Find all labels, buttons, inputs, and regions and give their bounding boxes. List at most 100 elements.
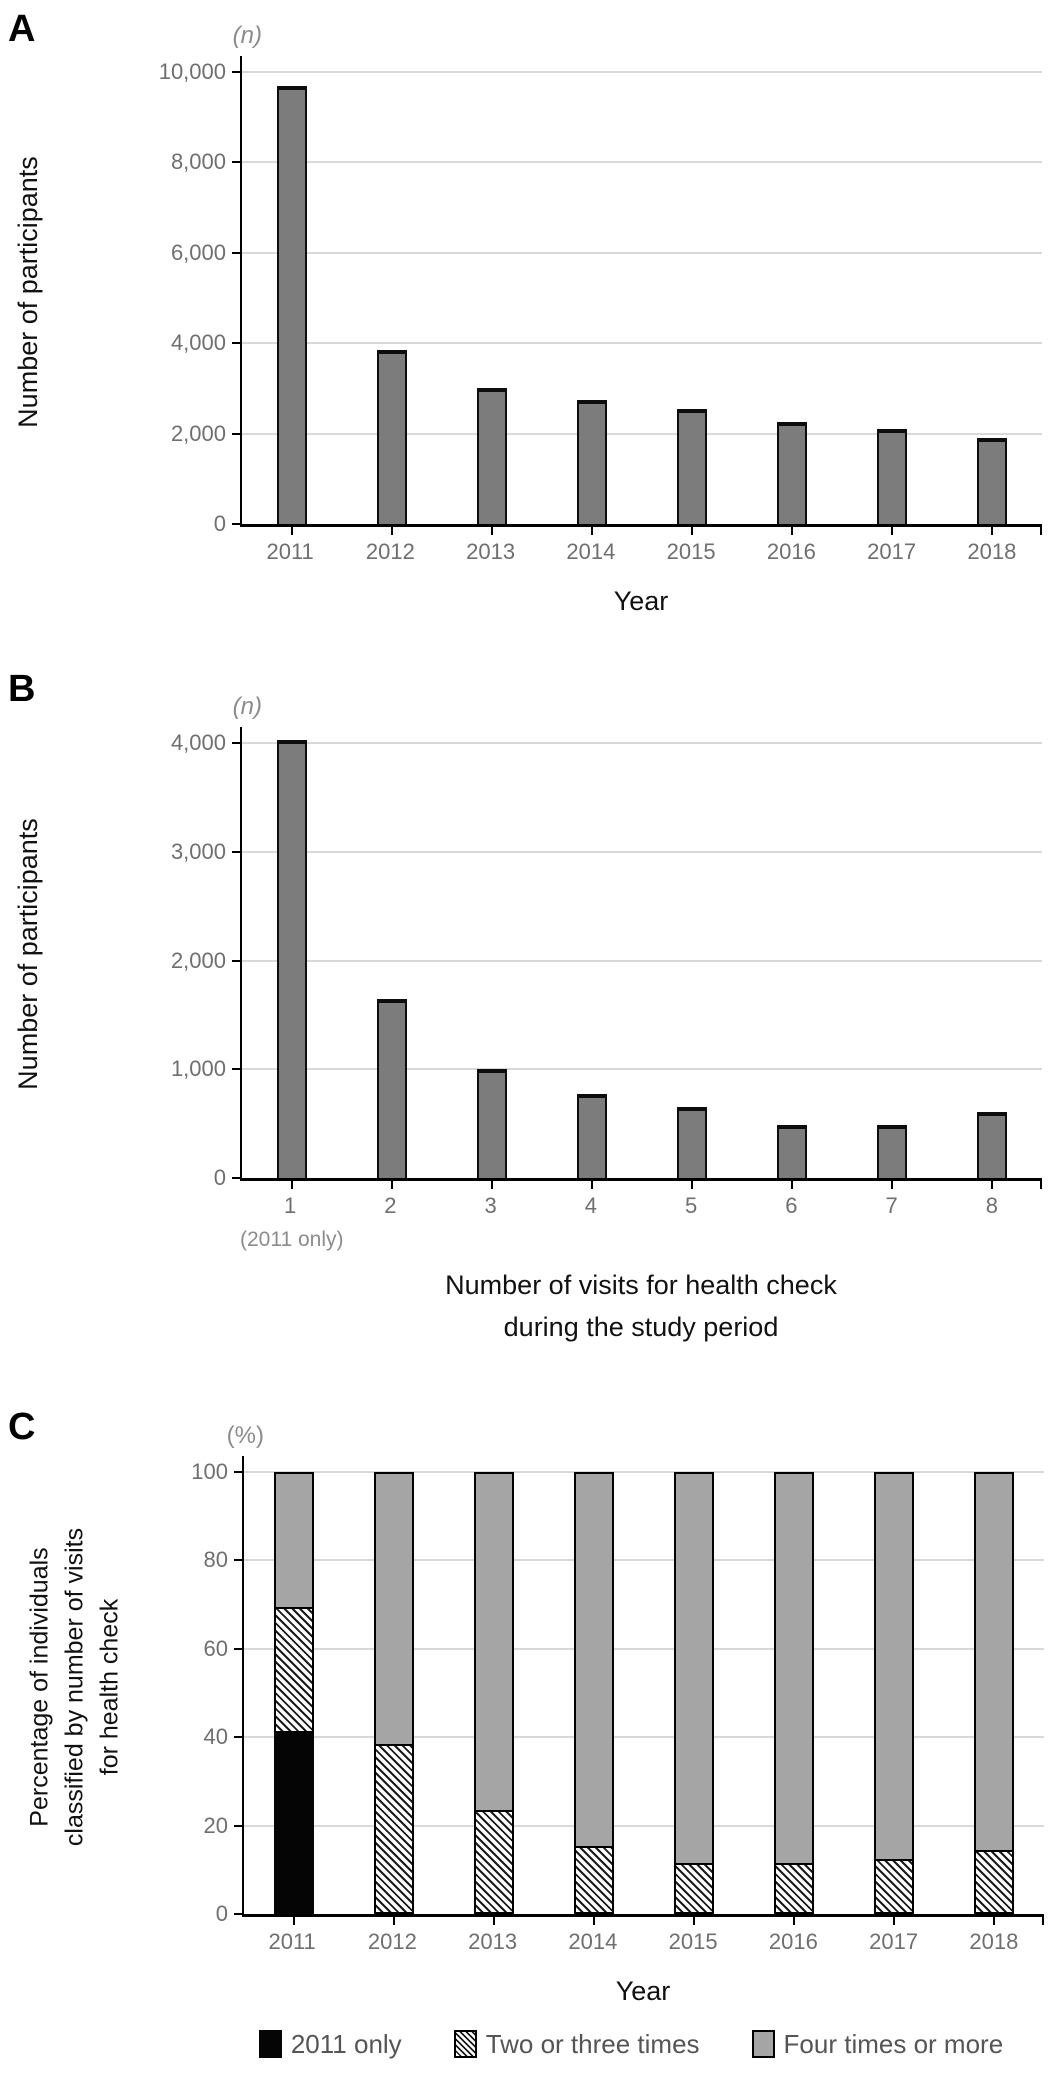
panel-a-chart: Number of participants (n) 0 2,000 4,000 6,… [0,4,1062,623]
x-category-label: 2 [384,1193,397,1218]
x-category-label: 2013 [468,1929,518,1954]
panel-c-y-ticks: 0 20 40 60 80 100 [150,1456,242,1925]
gridline [244,1647,1044,1650]
x-category-label: 2013 [466,539,516,564]
y-tick-mark [232,1177,242,1179]
x-category-label: 2015 [666,539,716,564]
panel-c-y-axis-title-line1: Percentage of individuals [25,1546,54,1827]
panel-a: A Number of participants (n) 0 2,000 4,000… [0,0,1062,623]
x-category-note-spacer [344,1229,444,1259]
gridline [242,742,1042,744]
y-tick-label: 4,000 [170,730,226,755]
x-tick-mark [1042,1917,1044,1925]
panel-a-x-axis-title: Year [613,586,669,616]
x-category-label: 2016 [768,1929,818,1954]
x-category-label: 5 [685,1193,698,1218]
x-tick-mark [391,1181,393,1189]
x-category-label: 2017 [867,539,917,564]
legend-item-2011-only: 2011 only [258,2029,402,2060]
bar-segment-solid-gray [274,1472,314,1610]
y-tick-label: 80 [203,1547,228,1573]
y-tick-mark [234,1824,244,1827]
panel-b-x-labels: 1 2 3 4 5 6 7 8 [240,1181,1042,1229]
y-tick-label: 0 [213,511,226,536]
x-tick-mark [991,527,993,535]
y-tick-label: 60 [203,1635,228,1661]
y-tick-label: 1,000 [170,1056,226,1082]
y-tick-mark [232,523,242,525]
bar-2011 [277,85,307,524]
stacked-bar-2017 [874,1472,914,1914]
x-category-label: 2014 [566,539,616,564]
x-category-label: 2014 [568,1929,618,1954]
panel-b-plot-area [232,727,1042,1189]
x-tick-mark [491,1181,493,1189]
x-category-label: 2011 [268,1929,316,1954]
x-category-label: 7 [885,1193,898,1218]
bar-2017 [877,429,907,524]
bar-segment-hatched [574,1847,614,1914]
x-category-label: 2016 [766,539,816,564]
bar-segment-solid-gray [874,1472,914,1861]
panel-c-y-axis-title: Percentage of individuals classified by … [0,1456,150,1917]
y-tick-label: 100 [191,1459,228,1484]
bar-segment-hatched [874,1860,914,1914]
stacked-bar-2015 [674,1472,714,1914]
panel-a-y-axis-title: Number of participants [13,155,44,428]
bar-segment-solid-gray [474,1472,514,1813]
x-tick-mark [891,527,893,535]
panel-b-x-axis-title: Number of visits for health check during… [240,1259,1042,1349]
y-tick-mark [232,432,242,435]
bar-segment-solid-gray [674,1472,714,1866]
panel-c-y-axis-title-line2: classified by number of visits [60,1527,89,1846]
panel-c-unit-label: (%) [226,1422,264,1449]
gridline [242,161,1042,164]
x-category-label: 8 [985,1193,998,1218]
bar-segment-solid-gray [774,1472,814,1866]
bar-segment-hatched [774,1865,814,1914]
gridline [242,1068,1042,1071]
bar-segment-solid-black [274,1732,314,1914]
bar-segment-solid-gray [974,1472,1014,1853]
x-category-label: 2017 [869,1929,919,1954]
bar-2016 [777,422,807,524]
x-tick-mark [991,1181,993,1189]
x-category-label: 2012 [365,539,415,564]
legend-swatch-gray-icon [751,2030,775,2059]
panel-b-x-axis-title-line2: during the study period [503,1311,779,1342]
x-tick-mark [493,1917,495,1925]
stacked-bar-2014 [574,1472,614,1914]
y-tick-label: 3,000 [170,838,226,864]
y-tick-label: 6,000 [170,239,226,265]
y-tick-label: 4,000 [170,330,226,356]
x-category-label: 1 [284,1193,297,1218]
y-tick-mark [232,71,242,73]
gridline [244,1736,1044,1739]
x-tick-mark [391,527,393,535]
y-tick-label: 0 [215,1901,228,1926]
stacked-bar-2018 [974,1472,1014,1914]
panel-a-y-ticks: 0 2,000 4,000 6,000 8,000 10,000 [58,56,240,535]
y-tick-mark [232,342,242,345]
bar-segment-hatched [274,1609,314,1733]
bar-4 [577,1094,607,1178]
x-category-label: 3 [484,1193,497,1218]
y-tick-label: 2,000 [170,947,226,973]
gridline [242,432,1042,435]
x-tick-mark [691,1181,693,1189]
bar-2013 [477,388,507,524]
bar-2 [377,998,407,1178]
x-tick-mark [393,1917,395,1925]
panel-b-letter: B [8,668,36,710]
gridline [242,959,1042,962]
y-tick-mark [232,161,242,164]
panel-b: B Number of participants (n) 0 1,000 2,000… [0,620,1062,1349]
y-tick-mark [234,1913,244,1915]
x-tick-mark [1040,1181,1042,1189]
panel-c-x-labels: 2011 2012 2013 2014 2015 2016 2017 2018 [242,1917,1044,1965]
x-category-label: 2018 [969,1929,1019,1954]
gridline [242,342,1042,345]
x-category-note-spacer [543,1229,643,1259]
panel-a-unit-label: (n) [232,22,262,49]
